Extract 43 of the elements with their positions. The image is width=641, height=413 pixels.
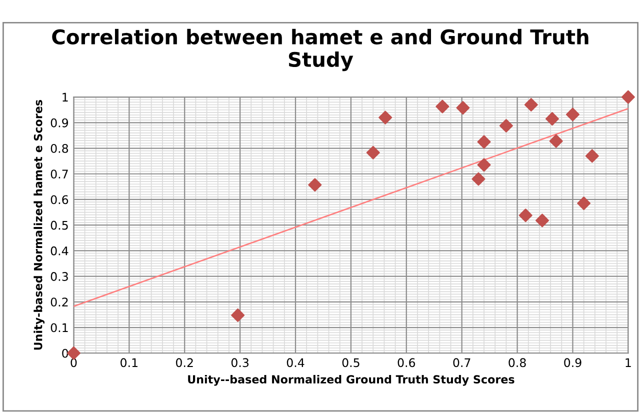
point [566, 108, 580, 122]
x-axis-title: Unity--based Normalized Ground Truth Study Scores [188, 374, 514, 386]
point [231, 308, 245, 322]
point [378, 110, 392, 124]
y-tick-label: 0.7 [50, 170, 68, 179]
point [477, 135, 491, 149]
point [472, 172, 486, 186]
x-tick-label: 0.1 [120, 358, 138, 368]
y-tick-label: 0.8 [50, 144, 68, 153]
y-tick-label: 0.1 [50, 323, 68, 332]
point [549, 134, 563, 148]
y-tick-label: 0.9 [50, 118, 68, 128]
x-tick-label: 1 [626, 358, 631, 367]
y-tick-label: 0.6 [50, 195, 68, 204]
x-tick-label: 0.2 [176, 358, 193, 368]
x-tick-label: 0.3 [231, 358, 248, 368]
point [524, 98, 538, 112]
point [499, 118, 513, 132]
point [456, 101, 470, 115]
y-tick-label: 0.2 [50, 298, 68, 307]
point [518, 208, 532, 222]
x-tick-label: 0.4 [286, 358, 304, 368]
point [545, 112, 559, 126]
chart-title: Correlation between hamet e and Ground Truth Study [52, 28, 588, 72]
y-tick-label: 0.4 [50, 246, 68, 256]
point [535, 214, 549, 228]
x-tick-label: 0.6 [398, 358, 416, 368]
y-tick-label: 0 [62, 348, 68, 358]
y-axis-title: Unity-based Normalized hamet e Scores [34, 100, 45, 350]
point [621, 90, 635, 104]
point [308, 178, 322, 192]
point [477, 158, 491, 172]
x-tick-label: 0.7 [453, 358, 470, 368]
y-tick-label: 1 [62, 92, 68, 102]
y-tick-label: 0.5 [50, 220, 68, 230]
y-tick-label: 0.3 [50, 272, 68, 281]
x-tick-label: 0.5 [342, 358, 360, 368]
point [577, 196, 591, 210]
point [436, 100, 450, 114]
x-tick-label: 0.9 [564, 358, 582, 368]
x-tick-label: 0.8 [508, 358, 526, 368]
point [585, 149, 599, 163]
point [366, 146, 380, 160]
